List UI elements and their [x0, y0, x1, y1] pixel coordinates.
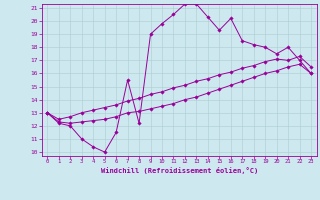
X-axis label: Windchill (Refroidissement éolien,°C): Windchill (Refroidissement éolien,°C) [100, 167, 258, 174]
